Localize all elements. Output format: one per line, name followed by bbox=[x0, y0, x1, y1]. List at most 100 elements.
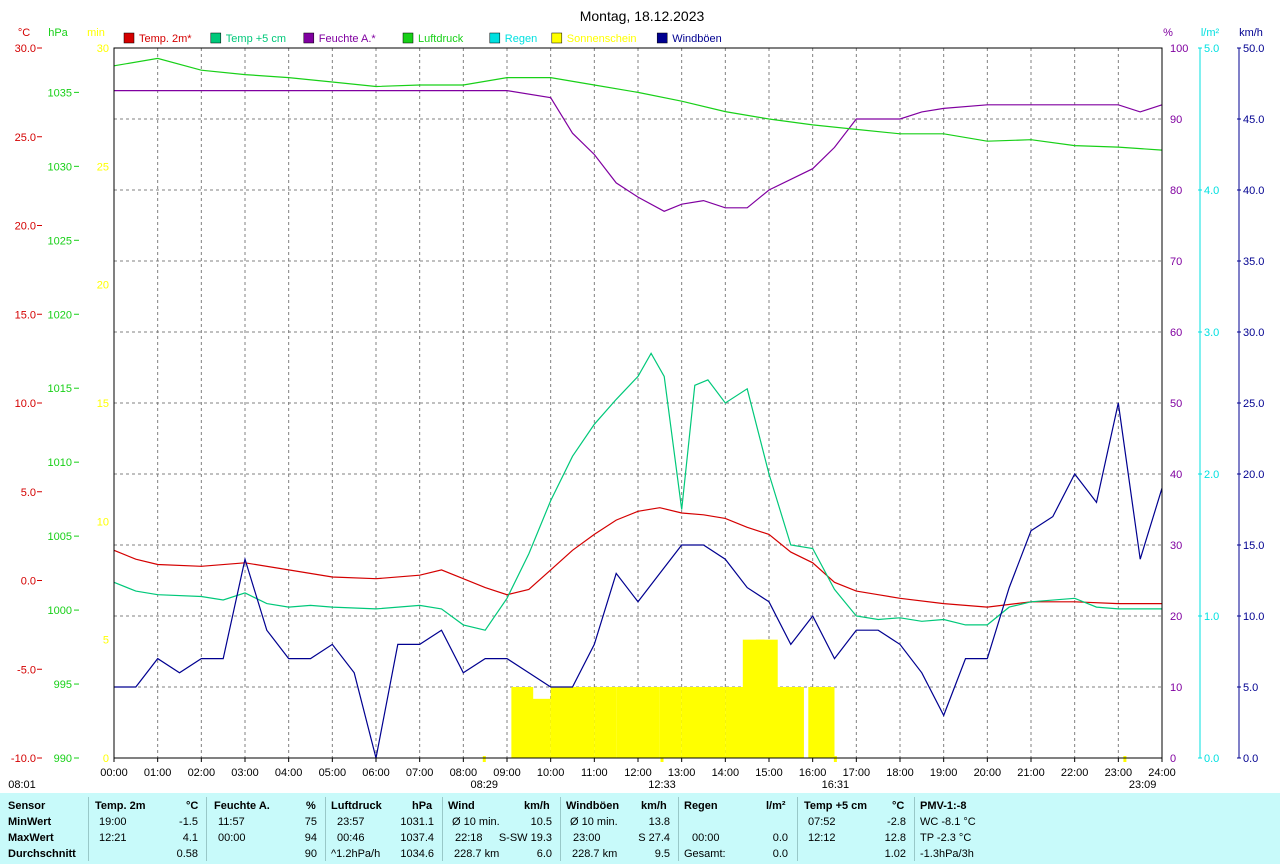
stats-header-humidity-unit: % bbox=[306, 800, 316, 812]
stats-avg-pressure-value: 1034.6 bbox=[400, 848, 434, 860]
stats-max-pmv: TP -2.3 °C bbox=[920, 832, 972, 844]
stats-avg-pmv: -1.3hPa/3h bbox=[920, 848, 974, 860]
wind-tick-label: 15.0 bbox=[1243, 540, 1264, 552]
chart-title: Montag, 18.12.2023 bbox=[580, 8, 705, 24]
humidity-tick-label: 60 bbox=[1170, 327, 1182, 339]
plot-area bbox=[113, 57, 1163, 759]
x-marker-tick bbox=[482, 756, 486, 762]
wind-tick-label: 20.0 bbox=[1243, 469, 1264, 481]
stats-min-gust-label: Ø 10 min. bbox=[570, 816, 618, 828]
sunshine-bar bbox=[703, 687, 726, 758]
x-tick-label: 01:00 bbox=[144, 767, 172, 779]
x-tick-label: 13:00 bbox=[668, 767, 696, 779]
stats-avg-pressure-trend: ^1.2hPa/h bbox=[331, 848, 381, 860]
humidity-tick-label: 80 bbox=[1170, 185, 1182, 197]
stats-max-temp2m-time: 12:21 bbox=[99, 832, 127, 844]
x-marker-label: 08:29 bbox=[471, 779, 499, 791]
x-tick-label: 15:00 bbox=[755, 767, 783, 779]
humidity-tick-label: 100 bbox=[1170, 43, 1188, 55]
pressure-tick-label: 1025 bbox=[48, 235, 72, 247]
wind-tick-label: 40.0 bbox=[1243, 185, 1264, 197]
legend-label-pressure: Luftdruck bbox=[418, 33, 464, 45]
stats-header-gust: Windböen bbox=[566, 800, 620, 812]
sunshine-tick-label: 25 bbox=[97, 161, 109, 173]
sunshine-tick-label: 30 bbox=[97, 43, 109, 55]
x-tick-label: 12:00 bbox=[624, 767, 652, 779]
temp-tick-label: 0.0 bbox=[21, 576, 36, 588]
x-tick-label: 18:00 bbox=[886, 767, 914, 779]
x-tick-label: 09:00 bbox=[493, 767, 521, 779]
x-marker-label: 08:01 bbox=[8, 779, 36, 791]
stats-header-temp5cm-unit: °C bbox=[892, 800, 905, 812]
x-tick-label: 10:00 bbox=[537, 767, 565, 779]
stats-avg-humidity-value: 90 bbox=[304, 848, 317, 860]
x-tick-label: 24:00 bbox=[1148, 767, 1176, 779]
stats-max-temp2m-value: 4.1 bbox=[182, 832, 198, 844]
sunshine-tick-label: 0 bbox=[103, 753, 109, 765]
x-tick-label: 14:00 bbox=[712, 767, 740, 779]
x-tick-label: 22:00 bbox=[1061, 767, 1089, 779]
stats-header-humidity: Feuchte A. bbox=[214, 800, 270, 812]
stats-header-gust-unit: km/h bbox=[641, 800, 667, 812]
wind-tick-label: 5.0 bbox=[1243, 682, 1258, 694]
x-marker-tick bbox=[1123, 756, 1127, 762]
sunshine-bar bbox=[681, 687, 704, 758]
sunshine-bar bbox=[616, 687, 638, 758]
legend-label-humidity: Feuchte A.* bbox=[319, 33, 377, 45]
x-tick-label: 05:00 bbox=[319, 767, 347, 779]
legend-swatch-humidity bbox=[303, 32, 315, 44]
stats-max-humidity-value: 94 bbox=[304, 832, 317, 844]
x-marker-label: 16:31 bbox=[822, 779, 850, 791]
legend-label-sun: Sonnenschein bbox=[567, 33, 637, 45]
stats-header-sensor: Sensor bbox=[8, 800, 46, 812]
x-tick-label: 07:00 bbox=[406, 767, 434, 779]
humidity-tick-label: 50 bbox=[1170, 398, 1182, 410]
wind-tick-label: 25.0 bbox=[1243, 398, 1264, 410]
pressure-tick-label: 1010 bbox=[48, 457, 72, 469]
legend-swatch-temp5cm bbox=[210, 32, 222, 44]
humidity-tick-label: 40 bbox=[1170, 469, 1182, 481]
temp-tick-label: -10.0 bbox=[11, 753, 36, 765]
stats-avg-rain-value: 0.0 bbox=[772, 848, 788, 860]
humidity-tick-label: 70 bbox=[1170, 256, 1182, 268]
pressure-tick-label: 1000 bbox=[48, 605, 72, 617]
legend-label-temp2m: Temp. 2m* bbox=[139, 33, 192, 45]
sunshine-tick-label: 5 bbox=[103, 635, 109, 647]
statistics-panel: Sensor Temp. 2m °C Feuchte A. % Luftdruc… bbox=[0, 793, 1280, 864]
sunshine-bar bbox=[725, 687, 748, 758]
x-tick-label: 21:00 bbox=[1017, 767, 1045, 779]
stats-header-temp5cm: Temp +5 cm bbox=[804, 800, 868, 812]
sunshine-bar bbox=[511, 687, 534, 758]
stats-header-pressure: Luftdruck bbox=[331, 800, 382, 812]
rain-axis-unit: l/m² bbox=[1201, 27, 1220, 39]
pressure-tick-label: 990 bbox=[54, 753, 72, 765]
stats-min-wind-label: Ø 10 min. bbox=[452, 816, 500, 828]
axes: °C hPa min% l/m² km/h 30.0 25.0 20.0 15.0 10.0 5.0… bbox=[8, 27, 1264, 791]
x-marker-tick bbox=[660, 756, 664, 762]
temp-axis-unit: °C bbox=[18, 27, 30, 39]
stats-header-wind: Wind bbox=[448, 800, 475, 812]
sunshine-bar bbox=[594, 687, 617, 758]
legend-swatch-temp2m bbox=[123, 32, 135, 44]
x-tick-label: 16:00 bbox=[799, 767, 827, 779]
rain-tick-label: 5.0 bbox=[1204, 43, 1219, 55]
legend: Temp. 2m* Temp +5 cm Feuchte A.* Luftdruck R… bbox=[123, 32, 722, 45]
pressure-tick-label: 1030 bbox=[48, 161, 72, 173]
rain-tick-label: 1.0 bbox=[1204, 611, 1219, 623]
x-marker-label: 12:33 bbox=[648, 779, 676, 791]
humidity-tick-label: 90 bbox=[1170, 114, 1182, 126]
stats-avg-temp5cm-value: 1.02 bbox=[884, 848, 906, 860]
rain-tick-label: 4.0 bbox=[1204, 185, 1219, 197]
temp-tick-label: 5.0 bbox=[21, 487, 36, 499]
stats-header-rain-unit: l/m² bbox=[766, 800, 786, 812]
stats-min-wind-value: 10.5 bbox=[530, 816, 552, 828]
weather-chart: Montag, 18.12.2023 Temp. 2m* Temp +5 cm Fe… bbox=[8, 8, 1264, 791]
x-tick-label: 19:00 bbox=[930, 767, 958, 779]
x-tick-label: 04:00 bbox=[275, 767, 303, 779]
legend-swatch-gust bbox=[656, 32, 668, 44]
stats-header-pressure-unit: hPa bbox=[412, 800, 433, 812]
stats-row-avg-label: Durchschnitt bbox=[8, 848, 76, 860]
stats-max-temp5cm-time: 12:12 bbox=[808, 832, 836, 844]
legend-label-rain: Regen bbox=[505, 33, 537, 45]
sunshine-bar bbox=[659, 687, 682, 758]
